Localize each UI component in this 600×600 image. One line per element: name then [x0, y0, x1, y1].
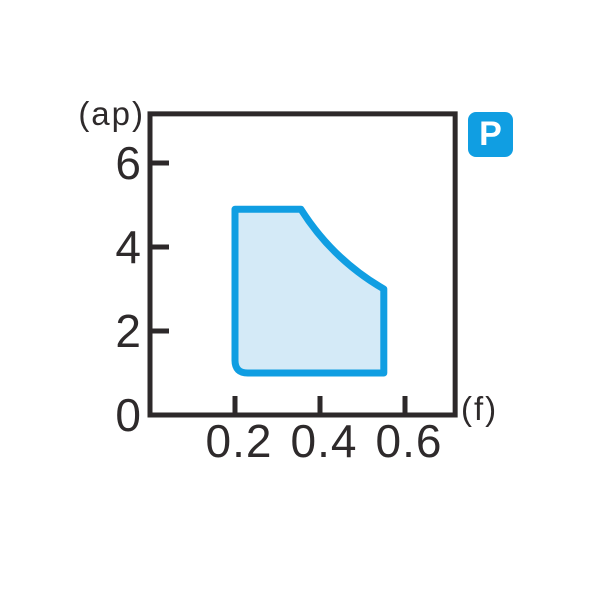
x-tick-label-0.6: 0.6 [375, 415, 443, 467]
x-axis-label: (f) [461, 390, 499, 427]
y-axis-label: (ap) [78, 95, 145, 132]
material-class-p-badge-label: P [479, 115, 502, 153]
y-tick-label-4: 4 [115, 221, 142, 273]
x-tick-label-0.4: 0.4 [290, 415, 358, 467]
axis-ticks [150, 160, 408, 415]
material-class-p-badge: P [468, 112, 513, 157]
recommended-range-region [231, 205, 388, 377]
plot-frame [147, 111, 458, 418]
x-tick-label-0.2: 0.2 [205, 415, 273, 467]
y-tick-label-0: 0 [115, 389, 142, 441]
y-tick-label-6: 6 [115, 137, 142, 189]
y-tick-label-2: 2 [115, 305, 142, 357]
